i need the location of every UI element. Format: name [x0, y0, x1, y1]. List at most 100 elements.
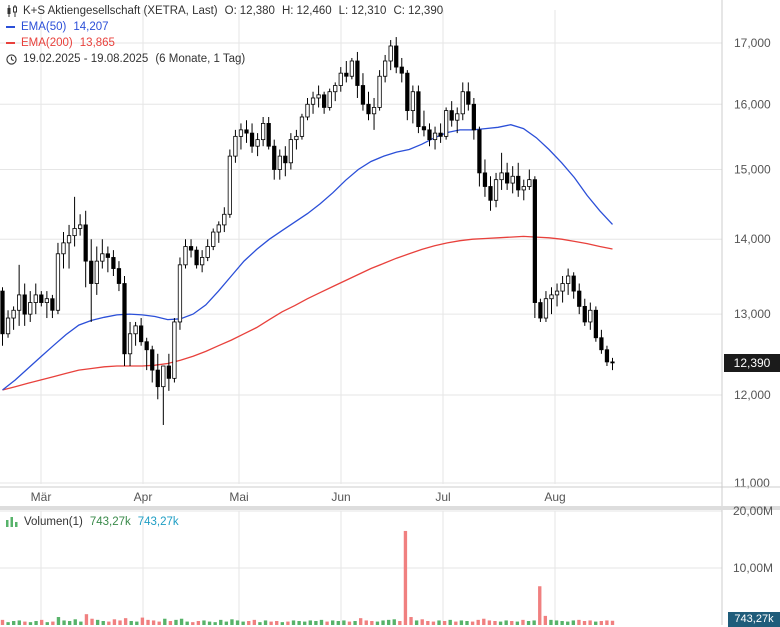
month-tick-label: Aug	[544, 490, 565, 504]
volume-bar	[409, 617, 413, 625]
candle-body	[33, 294, 38, 303]
ema50-label: EMA(50)	[21, 21, 67, 33]
candle-body	[344, 72, 349, 77]
ema200-legend: EMA(200) 13,865	[6, 37, 115, 49]
candle-body	[266, 123, 271, 147]
candle-body	[316, 94, 321, 99]
last-price-tag: 12,390	[724, 354, 780, 372]
candle-body	[333, 85, 338, 93]
volume-bar	[398, 621, 402, 625]
candle-body	[200, 257, 205, 266]
candle-body	[188, 246, 194, 251]
candle-body	[283, 155, 288, 164]
candle-body	[222, 213, 227, 226]
candle-body	[405, 72, 410, 112]
volume-bar	[381, 620, 385, 625]
volume-tick-label: 10,00M	[733, 561, 773, 575]
candle-body	[83, 224, 88, 262]
volume-bar	[235, 620, 240, 625]
volume-bar	[532, 620, 536, 625]
date-range: 19.02.2025 - 19.08.2025	[23, 53, 149, 65]
volume-bar	[364, 620, 368, 625]
volume-bar	[515, 621, 520, 625]
candle-body	[610, 361, 615, 364]
volume-bar	[336, 621, 340, 625]
volume-bar	[297, 621, 301, 625]
candle-body	[5, 317, 11, 335]
volume-bar	[375, 621, 380, 625]
candle-body	[571, 275, 576, 292]
volume-bar	[577, 619, 581, 625]
volume-bar	[594, 621, 598, 625]
candle-body	[116, 268, 122, 284]
volume-bar	[280, 622, 284, 625]
volume-bar	[521, 619, 525, 625]
volume-bar	[12, 621, 16, 625]
volume-bar	[476, 619, 480, 625]
volume-bar	[426, 621, 430, 625]
candle-body	[471, 103, 476, 131]
volume-bar	[0, 619, 5, 625]
volume-bar	[571, 620, 576, 625]
ema200-label: EMA(200)	[21, 37, 73, 49]
low-label: L:	[338, 5, 349, 17]
volume-bar	[179, 618, 184, 625]
candle-body	[410, 91, 415, 112]
price-tick-label: 11,000	[734, 476, 770, 490]
price-tick-label: 14,000	[734, 232, 771, 246]
candle-body	[139, 325, 144, 343]
candle-body	[327, 91, 332, 108]
volume-bar	[275, 621, 279, 625]
candle-body	[22, 294, 27, 315]
period-info: (6 Monate, 1 Tag)	[155, 53, 246, 65]
candle-body	[521, 186, 526, 191]
candle-body	[366, 103, 371, 115]
candle-body	[127, 333, 133, 355]
candle-body	[94, 260, 99, 284]
candle-body	[449, 110, 454, 121]
candle-body	[227, 155, 232, 215]
candle-body	[399, 66, 404, 74]
volume-bar	[23, 621, 27, 625]
volume-bar	[263, 620, 268, 625]
volume-bar	[146, 619, 150, 625]
candle-body	[249, 132, 255, 147]
candle-body	[55, 253, 61, 311]
volume-bar	[437, 620, 441, 625]
ema50-legend: EMA(50) 14,207	[6, 21, 109, 33]
volume-bar	[230, 619, 234, 625]
volume-bar	[510, 621, 514, 625]
volume-bar	[247, 621, 251, 625]
candle-body	[238, 129, 244, 137]
candle-body	[532, 179, 537, 303]
volume-bar	[498, 621, 503, 625]
volume-bar	[269, 621, 273, 625]
candle-body	[527, 179, 532, 187]
candle-body	[194, 249, 199, 266]
candle-body	[371, 107, 377, 115]
candle-body	[432, 132, 438, 141]
candle-body	[554, 290, 560, 296]
volume-bar	[459, 620, 464, 625]
volume-bar	[487, 620, 492, 625]
candle-body	[455, 113, 460, 121]
volume-bar	[140, 617, 145, 625]
volume-bar	[465, 621, 469, 625]
volume-layer	[0, 530, 615, 625]
volume-bar	[185, 621, 189, 625]
candle-body	[133, 325, 138, 335]
candle-body	[272, 145, 277, 170]
candle-body	[566, 275, 571, 284]
volume-bar	[123, 618, 128, 625]
candle-body	[161, 365, 166, 388]
candle-body	[216, 224, 221, 233]
volume-bar	[79, 621, 83, 625]
candle-body	[17, 294, 22, 311]
month-tick-label: Jun	[331, 490, 350, 504]
volume-bar	[582, 621, 587, 625]
volume-bar	[224, 621, 229, 625]
candle-body	[438, 132, 443, 137]
price-tick-label: 16,000	[734, 97, 771, 111]
